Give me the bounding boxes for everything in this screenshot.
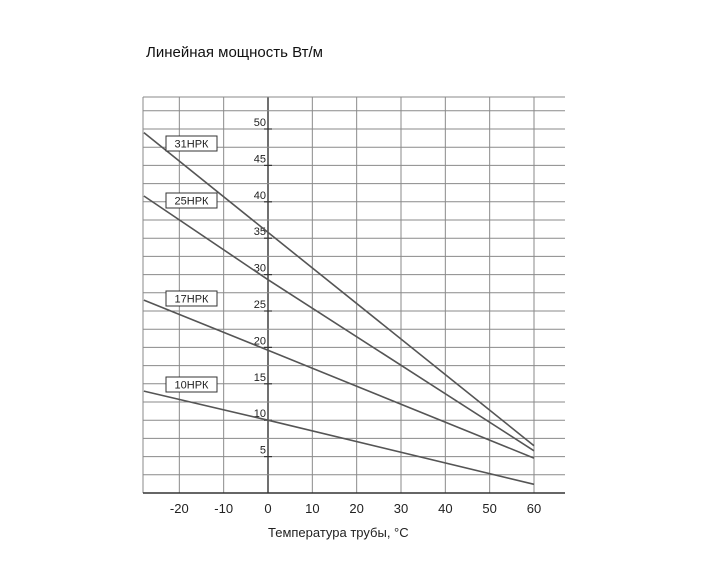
y-tick-label: 5 [260, 445, 266, 457]
series-label: 17НРК [175, 294, 210, 306]
x-axis-label: Температура трубы, °С [268, 525, 409, 540]
x-tick-label: 50 [482, 501, 496, 516]
chart-title: Линейная мощность Вт/м [146, 44, 323, 61]
series-label: 10НРК [175, 380, 210, 392]
series-line [143, 195, 535, 452]
series-label-box [165, 290, 218, 307]
x-tick-label: -10 [214, 501, 233, 516]
x-tick-label: 20 [349, 501, 363, 516]
y-tick-label: 25 [254, 299, 266, 311]
series-line [143, 299, 535, 459]
y-tick-label: 30 [254, 263, 266, 275]
y-tick-label: 45 [254, 153, 266, 165]
y-tick-label: 40 [254, 190, 266, 202]
x-tick-label: 0 [264, 501, 271, 516]
series-label-box [165, 192, 218, 209]
x-tick-label: 10 [305, 501, 319, 516]
y-tick-label: 15 [254, 372, 266, 384]
y-tick-label: 50 [254, 117, 266, 129]
series-line [143, 131, 535, 447]
series-label: 31НРК [175, 139, 210, 151]
series-label: 25НРК [175, 196, 210, 208]
x-tick-label: 40 [438, 501, 452, 516]
series-line [143, 390, 535, 486]
y-tick-label: 35 [254, 226, 266, 238]
x-tick-label: 30 [394, 501, 408, 516]
x-tick-label: 60 [527, 501, 541, 516]
y-tick-label: 20 [254, 335, 266, 347]
series-label-box [165, 135, 218, 152]
x-tick-label: -20 [170, 501, 189, 516]
series-label-box [165, 376, 218, 393]
